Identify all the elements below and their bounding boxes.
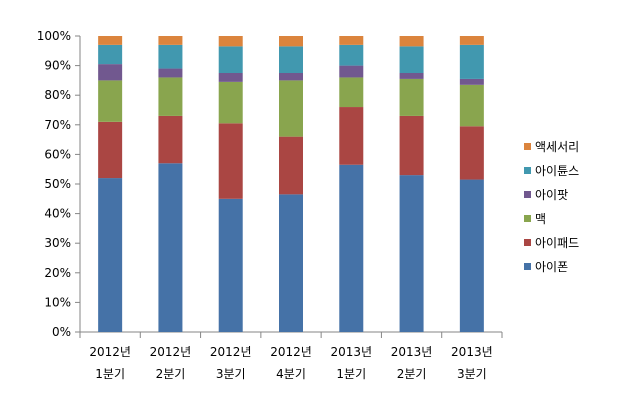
bar-segment-아이폰-0 <box>98 178 123 332</box>
x-tick-label: 3분기 <box>216 367 246 381</box>
x-tick-label: 2013년 <box>330 345 372 359</box>
bar-segment-액세서리-6 <box>459 36 484 45</box>
y-tick-label: 70% <box>44 118 71 132</box>
bar-segment-아이폰-4 <box>339 164 364 332</box>
x-tick-label: 2013년 <box>451 345 493 359</box>
bar-segment-아이튠스-2 <box>218 46 243 73</box>
x-tick-label: 2분기 <box>156 367 186 381</box>
bar-segment-아이패드-5 <box>399 115 424 176</box>
bar-segment-맥-6 <box>459 84 484 127</box>
bar-segment-아이패드-4 <box>339 107 364 165</box>
bar-segment-아이팟-3 <box>279 73 303 81</box>
bar-segment-아이튠스-0 <box>98 44 123 65</box>
bar-segment-맥-4 <box>339 77 364 108</box>
y-tick-label: 80% <box>44 88 71 102</box>
legend-label: 아이튠스 <box>535 164 579 178</box>
bar-segment-맥-3 <box>279 80 303 137</box>
bar-segment-액세서리-5 <box>399 36 424 47</box>
bar-segment-아이튠스-6 <box>459 44 484 79</box>
legend-label: 맥 <box>535 212 546 226</box>
bar-segment-액세서리-3 <box>279 36 303 47</box>
y-tick-label: 100% <box>37 29 71 43</box>
legend-swatch <box>524 239 531 246</box>
bar-segment-아이패드-3 <box>279 136 303 195</box>
bar-segment-맥-2 <box>218 81 243 124</box>
legend-swatch <box>524 143 531 150</box>
bar-segment-액세서리-1 <box>158 36 183 45</box>
legend-swatch <box>524 215 531 222</box>
y-tick-label: 10% <box>44 295 71 309</box>
legend-label: 아이폰 <box>535 260 568 274</box>
bar-segment-아이팟-0 <box>98 64 123 81</box>
x-tick-label: 1분기 <box>95 367 125 381</box>
bar-segment-액세서리-4 <box>339 36 364 45</box>
legend-swatch <box>524 191 531 198</box>
bar-segment-맥-5 <box>399 78 424 116</box>
bar-segment-아이폰-1 <box>158 163 183 332</box>
x-tick-label: 2012년 <box>89 345 131 359</box>
bar-segment-아이팟-4 <box>339 65 364 78</box>
y-tick-label: 30% <box>44 236 71 250</box>
y-tick-label: 20% <box>44 266 71 280</box>
x-tick-labels: 2012년 1분기 2012년 2분기 2012년 3분기 2012년 4분기 2013년 1분기… <box>89 345 492 381</box>
bar-segment-아이팟-2 <box>218 73 243 82</box>
bar-segment-아이팟-5 <box>399 73 424 79</box>
bar-segment-아이폰-2 <box>218 198 243 332</box>
x-tick-label: 2012년 <box>210 345 252 359</box>
bar-segment-아이폰-6 <box>459 179 484 332</box>
bar-segment-아이패드-1 <box>158 115 183 164</box>
y-tick-label: 60% <box>44 147 71 161</box>
bar-segment-액세서리-0 <box>98 36 123 45</box>
bar-segment-아이폰-3 <box>279 194 303 332</box>
y-tick-label: 90% <box>44 59 71 73</box>
x-tick-label: 4분기 <box>276 367 306 381</box>
bar-segment-아이패드-2 <box>218 123 243 199</box>
bar-segment-아이튠스-3 <box>279 46 303 73</box>
bar-segment-액세서리-2 <box>218 36 243 47</box>
legend-swatch <box>524 167 531 174</box>
x-tick-label: 3분기 <box>457 367 487 381</box>
bar-segment-맥-1 <box>158 77 183 116</box>
bar-segment-아이튠스-4 <box>339 44 364 66</box>
bar-segment-아이팟-6 <box>459 78 484 85</box>
bar-segment-아이튠스-1 <box>158 44 183 69</box>
bar-segment-아이팟-1 <box>158 68 183 78</box>
y-tick-label: 40% <box>44 207 71 221</box>
x-tick-label: 2013년 <box>391 345 433 359</box>
axes <box>75 35 503 338</box>
x-tick-label: 2012년 <box>150 345 192 359</box>
y-tick-label: 50% <box>44 177 71 191</box>
legend-label: 아이팟 <box>535 188 568 202</box>
x-tick-label: 2분기 <box>397 367 427 381</box>
legend-label: 액세서리 <box>535 140 579 154</box>
bars <box>98 36 484 332</box>
x-tick-label: 2012년 <box>270 345 312 359</box>
bar-segment-맥-0 <box>98 80 123 122</box>
bar-segment-아이튠스-5 <box>399 46 424 73</box>
bar-segment-아이폰-5 <box>399 175 424 332</box>
legend-swatch <box>524 263 531 270</box>
bar-segment-아이패드-6 <box>459 126 484 180</box>
legend-label: 아이패드 <box>535 236 579 250</box>
x-tick-label: 1분기 <box>336 367 366 381</box>
bar-segment-아이패드-0 <box>98 121 123 179</box>
y-tick-label: 0% <box>52 325 71 339</box>
y-tick-labels: 0% 10% 20% 30% 40% 50% 60% 70% 80% 90% 100% <box>37 29 71 339</box>
